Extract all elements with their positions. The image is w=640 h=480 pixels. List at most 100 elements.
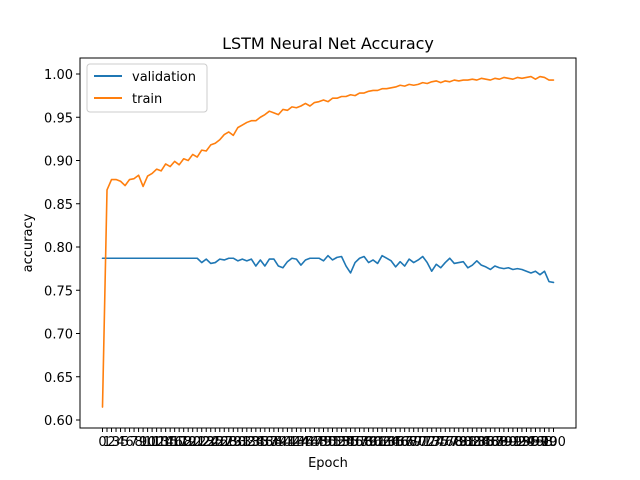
x-tick-label: 26 [211,435,228,450]
x-tick-label: 6 [125,435,133,450]
x-tick-label: 84 [473,435,490,450]
x-tick-label: 79 [451,435,468,450]
x-tick-label: 18 [175,435,192,450]
x-tick-label: 80 [455,435,472,450]
x-tick-label: 74 [428,435,445,450]
x-tick-label: 13 [153,435,170,450]
x-tick-label: 53 [333,435,350,450]
x-tick-label: 30 [230,435,247,450]
x-tick-label: 55 [342,435,359,450]
x-tick-label: 42 [284,435,301,450]
x-tick-label: 29 [225,435,242,450]
x-tick-label: 31 [234,435,251,450]
x-tick-label: 8 [134,435,142,450]
legend: validation train [86,63,208,113]
x-tick-label: 44 [293,435,310,450]
x-tick-label: 12 [148,435,165,450]
x-tick-label: 35 [252,435,269,450]
x-tick-label: 51 [324,435,341,450]
x-tick-label: 68 [401,435,418,450]
x-tick-label: 27 [216,435,233,450]
x-tick-label: 59 [360,435,377,450]
x-tick-label: 33 [243,435,260,450]
y-axis-label: accuracy [21,213,36,272]
x-tick-label: 62 [374,435,391,450]
x-tick-label: 14 [157,435,174,450]
x-tick-label: 99 [541,435,558,450]
y-tick-label: 0.95 [44,111,73,126]
x-tick-label: 82 [464,435,481,450]
x-tick-label: 40 [275,435,292,450]
y-axis-ticks: 0.60 0.65 0.70 0.75 0.80 0.85 0.90 0.95 1.00 [44,68,80,429]
x-tick-label: 78 [446,435,463,450]
x-tick-label: 3 [112,435,120,450]
x-tick-label: 41 [279,435,296,450]
x-tick-label: 19 [180,435,197,450]
x-tick-label: 73 [423,435,440,450]
plot-area [101,75,555,408]
x-tick-label: 86 [482,435,499,450]
x-tick-label: 7 [130,435,138,450]
x-tick-label: 15 [162,435,179,450]
x-tick-label: 72 [419,435,436,450]
x-tick-label: 22 [193,435,210,450]
x-tick-label: 10 [139,435,156,450]
x-tick-label: 47 [306,435,323,450]
x-tick-label: 2 [107,435,115,450]
legend-validation-label: validation [132,70,196,85]
x-tick-label: 75 [432,435,449,450]
x-tick-label: 43 [288,435,305,450]
x-tick-label: 4 [116,435,124,450]
y-tick-label: 0.80 [44,241,73,256]
y-tick-label: 0.70 [44,328,73,343]
x-tick-label: 21 [189,435,206,450]
x-tick-label: 100 [541,435,566,450]
x-tick-label: 56 [347,435,364,450]
y-tick-label: 0.75 [44,284,73,299]
x-tick-label: 0 [98,435,106,450]
x-tick-label: 60 [365,435,382,450]
x-tick-label: 96 [527,435,544,450]
x-tick-label: 46 [302,435,319,450]
x-tick-label: 63 [378,435,395,450]
x-axis-ticks: 0123456789101112131415161718192021222324… [98,428,566,450]
y-tick-label: 0.60 [44,414,73,429]
y-tick-label: 0.90 [44,155,73,170]
x-tick-label: 48 [311,435,328,450]
x-tick-label: 49 [315,435,332,450]
y-tick-label: 0.85 [44,198,73,213]
x-tick-label: 71 [414,435,431,450]
x-tick-label: 77 [441,435,458,450]
chart-title: LSTM Neural Net Accuracy [222,34,434,53]
legend-train-label: train [132,92,162,107]
x-tick-label: 17 [171,435,188,450]
x-tick-label: 64 [383,435,400,450]
x-tick-label: 5 [121,435,129,450]
x-tick-label: 91 [505,435,522,450]
x-tick-label: 66 [392,435,409,450]
axes-frame [79,57,577,429]
x-tick-label: 94 [518,435,535,450]
x-tick-label: 85 [478,435,495,450]
x-tick-label: 45 [297,435,314,450]
x-tick-label: 24 [202,435,219,450]
y-tick-label: 1.00 [44,68,73,83]
x-tick-label: 36 [257,435,274,450]
x-tick-label: 58 [356,435,373,450]
x-tick-label: 16 [166,435,183,450]
x-tick-label: 34 [248,435,265,450]
series-line-train [101,75,555,408]
x-tick-label: 20 [184,435,201,450]
x-tick-label: 50 [320,435,337,450]
x-tick-label: 93 [514,435,531,450]
x-tick-label: 88 [491,435,508,450]
x-tick-label: 39 [270,435,287,450]
x-axis-label: Epoch [308,456,348,471]
x-tick-label: 87 [487,435,504,450]
x-tick-label: 11 [144,435,161,450]
x-tick-label: 9 [139,435,147,450]
x-tick-label: 90 [500,435,517,450]
x-tick-label: 76 [437,435,454,450]
x-tick-label: 61 [369,435,386,450]
x-tick-label: 57 [351,435,368,450]
